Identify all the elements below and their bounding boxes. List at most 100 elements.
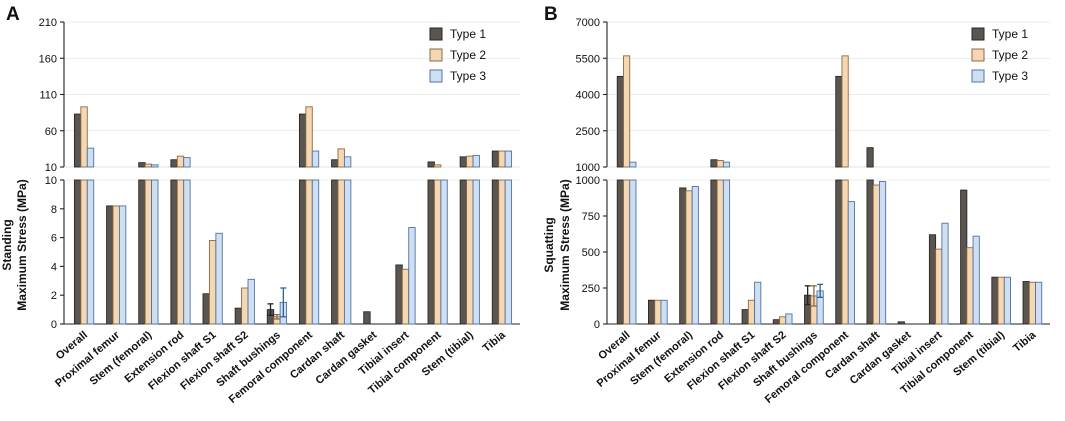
panel-a-bar bbox=[343, 179, 352, 325]
panel-a-ytick-label-lower: 10 bbox=[45, 175, 57, 187]
panel-b-bar bbox=[835, 179, 843, 325]
panel-b-bar bbox=[679, 187, 687, 325]
panel-b-bar bbox=[660, 299, 668, 325]
panel-b-bar bbox=[623, 55, 631, 168]
panel-b-bar bbox=[997, 276, 1005, 325]
panel-a-bar bbox=[498, 150, 506, 168]
panel-a-bar bbox=[151, 164, 159, 168]
panel-a-bar bbox=[138, 179, 146, 325]
panel-a-bar bbox=[311, 179, 320, 325]
panel-a-bar bbox=[363, 311, 371, 325]
panel-b-bar bbox=[866, 147, 874, 168]
panel-b-bar bbox=[991, 276, 999, 325]
panel-a-bar bbox=[151, 179, 159, 325]
panel-b-category-label: Tibia bbox=[1011, 329, 1039, 355]
panel-a-bar bbox=[459, 179, 468, 325]
panel-a-bar bbox=[234, 307, 243, 325]
panel-b-bar bbox=[1028, 281, 1036, 325]
panel-b-bar bbox=[691, 186, 699, 325]
panel-b-bar bbox=[616, 179, 624, 325]
panel-b-bar bbox=[897, 321, 905, 325]
panel-b-ytick-label-upper: 7000 bbox=[576, 17, 600, 29]
panel-b-bar bbox=[648, 299, 656, 325]
panel-a-bar bbox=[466, 155, 474, 168]
panel-b-ytick-label-lower: 250 bbox=[582, 283, 600, 295]
panel-b-bar bbox=[941, 222, 949, 325]
panel-a-bar bbox=[73, 179, 82, 325]
panel-b-bar bbox=[835, 75, 843, 168]
panel-a-legend-swatch bbox=[429, 27, 443, 41]
panel-b-ytick-label-lower: 1000 bbox=[576, 175, 600, 187]
panel-a-bar bbox=[472, 154, 480, 168]
panel-b-bar bbox=[966, 247, 974, 325]
panel-b-bar bbox=[754, 281, 762, 325]
panel-b-ytick-label-lower: 750 bbox=[582, 211, 600, 223]
panel-a-bar bbox=[73, 113, 82, 168]
panel-b-legend-label: Type 2 bbox=[992, 48, 1028, 62]
panel-b-bar bbox=[935, 248, 943, 325]
panel-a-bar bbox=[183, 179, 191, 325]
panel-a-bar bbox=[144, 163, 153, 168]
panel-a-bar bbox=[305, 179, 313, 325]
panel-a-ytick-label-lower: 8 bbox=[51, 204, 57, 216]
panel-b-bar bbox=[872, 184, 880, 325]
panel-a-ylabel-line1: Standing bbox=[0, 219, 14, 270]
panel-b-bar bbox=[623, 179, 631, 325]
panel-a-bar bbox=[80, 179, 88, 325]
panel-b-bar bbox=[785, 313, 793, 325]
panel-b-bar bbox=[928, 234, 937, 325]
panel-b-bar bbox=[972, 235, 980, 325]
panel-b-legend-swatch bbox=[971, 27, 985, 41]
panel-b-bar bbox=[722, 161, 731, 168]
panel-b-bar bbox=[772, 319, 781, 325]
panel-b-legend-label: Type 3 bbox=[992, 69, 1028, 83]
panel-b-bar bbox=[616, 75, 624, 168]
panel-a-bar bbox=[331, 159, 339, 168]
panel-a-legend-label: Type 1 bbox=[450, 27, 486, 41]
panel-a-ytick-label-lower: 2 bbox=[51, 290, 57, 302]
panel-b-bar bbox=[716, 160, 724, 168]
panel-a-bar bbox=[298, 179, 307, 325]
panel-b-bar bbox=[779, 316, 787, 325]
panel-a-bar bbox=[170, 179, 178, 325]
panel-a-legend-label: Type 2 bbox=[450, 48, 486, 62]
panel-a-bar bbox=[331, 179, 339, 325]
panel-a-bar bbox=[440, 179, 448, 325]
panel-b-legend-label: Type 1 bbox=[992, 27, 1028, 41]
panel-a-bar bbox=[466, 179, 474, 325]
panel-a-bar bbox=[86, 147, 95, 168]
panel-a-legend-swatch bbox=[429, 48, 443, 62]
panel-b-ytick-label-upper: 2500 bbox=[576, 126, 600, 138]
panel-a-bar bbox=[408, 227, 416, 325]
panel-a-ylabel-line2: Maximum Stress (MPa) bbox=[15, 179, 29, 310]
panel-a-bar bbox=[343, 156, 352, 168]
panel-b-bar bbox=[841, 179, 849, 325]
panel-a-bar bbox=[498, 179, 506, 325]
panel-b-bar bbox=[841, 55, 849, 168]
panel-b-bar bbox=[878, 180, 887, 325]
panel-a-label: A bbox=[6, 4, 20, 25]
panel-a-bar bbox=[118, 205, 127, 325]
panel-a-bar bbox=[337, 179, 345, 325]
panel-a-bar bbox=[112, 205, 120, 325]
panel-a-category-label: Tibia bbox=[481, 329, 509, 355]
panel-b-bar bbox=[847, 201, 855, 325]
panel-b-bar bbox=[629, 179, 637, 325]
panel-b-bar bbox=[1035, 281, 1043, 325]
panel-b-ylabel-line2: Maximum Stress (MPa) bbox=[558, 179, 572, 310]
panel-b-bar bbox=[960, 189, 968, 325]
panel-b-bar bbox=[722, 179, 731, 325]
panel-a-bar bbox=[241, 287, 249, 325]
panel-b-bar bbox=[685, 190, 693, 325]
panel-a-ytick-label-lower: 4 bbox=[51, 261, 57, 273]
panel-b-ytick-label-upper: 1000 bbox=[576, 162, 600, 174]
panel-b-ytick-label-lower: 500 bbox=[582, 247, 600, 259]
panel-b-bar bbox=[866, 179, 874, 325]
panel-b-bar bbox=[747, 299, 756, 325]
panel-a-bar bbox=[106, 205, 114, 325]
panel-a-bar bbox=[395, 264, 403, 325]
panel-b-bar bbox=[1022, 281, 1030, 325]
panel-a-bar bbox=[433, 179, 442, 325]
